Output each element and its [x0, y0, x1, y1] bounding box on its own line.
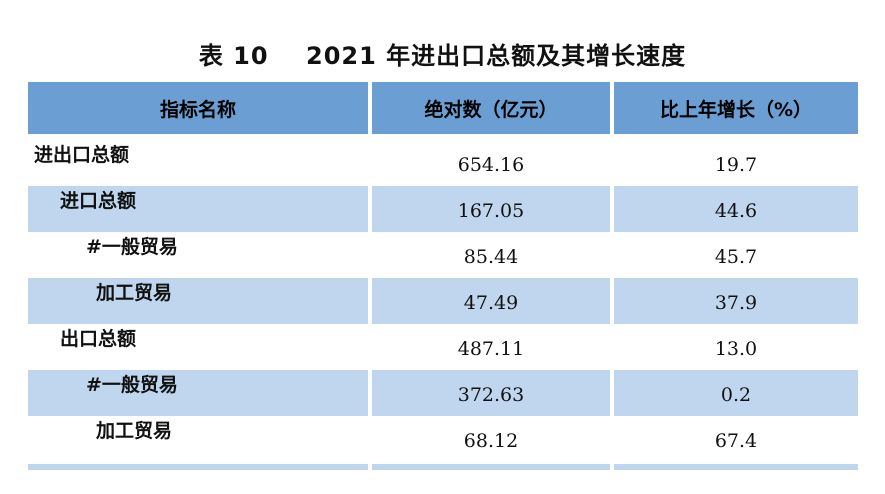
- table-header-row: 指标名称 绝对数（亿元） 比上年增长（%）: [28, 82, 858, 140]
- table-title: 表 10 2021 年进出口总额及其增长速度: [198, 42, 687, 70]
- row-name: 加工贸易: [96, 282, 173, 304]
- bottom-edge-segment: [614, 464, 858, 470]
- row-value: 47.49: [463, 292, 519, 314]
- row-growth: 13.0: [714, 338, 758, 360]
- row-value: 372.63: [457, 384, 525, 406]
- trade-table: 指标名称 绝对数（亿元） 比上年增长（%） 进出口总额 654.16 19.7 …: [28, 82, 858, 462]
- row-value: 85.44: [463, 246, 519, 268]
- row-name: 加工贸易: [96, 420, 173, 442]
- header-growth-rate: 比上年增长（%）: [614, 82, 858, 134]
- table-bottom-edge: [28, 464, 858, 470]
- row-growth: 67.4: [714, 430, 758, 452]
- table-row: 加工贸易 47.49 37.9: [28, 278, 858, 324]
- header-absolute-value: 绝对数（亿元）: [372, 82, 610, 134]
- bottom-edge-segment: [28, 464, 368, 470]
- row-name: 出口总额: [60, 328, 137, 350]
- table-row: #一般贸易 85.44 45.7: [28, 232, 858, 278]
- table-row: 进口总额 167.05 44.6: [28, 186, 858, 232]
- row-name: 进口总额: [60, 190, 137, 212]
- row-value: 68.12: [463, 430, 519, 452]
- row-growth: 37.9: [714, 292, 758, 314]
- row-growth: 45.7: [714, 246, 758, 268]
- row-growth: 44.6: [714, 200, 758, 222]
- row-growth: 0.2: [720, 384, 752, 406]
- row-name: #一般贸易: [86, 236, 178, 258]
- row-value: 654.16: [457, 154, 525, 176]
- row-name: #一般贸易: [86, 374, 178, 396]
- row-value: 167.05: [457, 200, 525, 222]
- row-name: 进出口总额: [34, 144, 130, 166]
- table-row: 加工贸易 68.12 67.4: [28, 416, 858, 462]
- row-value: 487.11: [457, 338, 525, 360]
- table-row: 出口总额 487.11 13.0: [28, 324, 858, 370]
- bottom-edge-segment: [372, 464, 610, 470]
- table-row: #一般贸易 372.63 0.2: [28, 370, 858, 416]
- table-row: 进出口总额 654.16 19.7: [28, 140, 858, 186]
- header-indicator-name: 指标名称: [28, 82, 368, 134]
- row-growth: 19.7: [714, 154, 758, 176]
